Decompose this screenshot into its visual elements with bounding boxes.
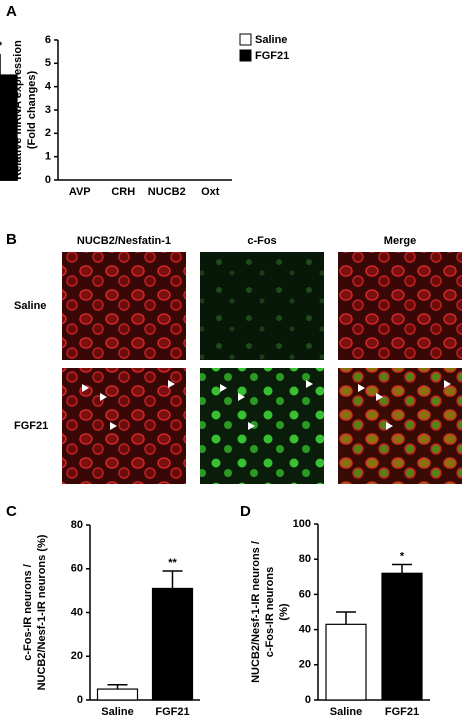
- y-tick-label: 0: [77, 694, 83, 706]
- image-merge-saline: [338, 252, 462, 360]
- row-label: Saline: [14, 300, 46, 312]
- x-tick-label: NUCB2: [148, 186, 186, 198]
- y-tick-label: 40: [299, 624, 311, 636]
- x-tick-label: Saline: [101, 706, 133, 718]
- y-tick-label: 60: [71, 563, 83, 575]
- y-tick-label: 40: [71, 606, 83, 618]
- panel-label: B: [6, 231, 17, 248]
- bar: [325, 623, 367, 701]
- annotation: *: [400, 550, 405, 562]
- annotation: **: [168, 557, 177, 569]
- panel-label: C: [6, 503, 17, 520]
- y-tick-label: 100: [293, 518, 311, 530]
- x-tick-label: Saline: [330, 706, 362, 718]
- y-axis-label: NUCB2/Nesf-1-IR neurons /: [250, 541, 262, 683]
- annotation: *: [0, 40, 3, 52]
- y-axis-label: c-Fos-IR neurons: [264, 567, 276, 657]
- column-label: NUCB2/Nesfatin-1: [77, 235, 171, 247]
- y-tick-label: 20: [71, 650, 83, 662]
- x-tick-label: AVP: [69, 186, 91, 198]
- panel-label: D: [240, 503, 251, 520]
- image-cfos-saline: [200, 252, 324, 360]
- y-tick-label: 80: [71, 519, 83, 531]
- y-tick-label: 4: [45, 81, 52, 93]
- y-tick-label: 0: [305, 694, 311, 706]
- y-tick-label: 0: [45, 174, 51, 186]
- bar: [96, 688, 139, 701]
- arrowheads: [82, 380, 451, 430]
- y-tick-label: 2: [45, 127, 51, 139]
- y-tick-label: 1: [45, 151, 51, 163]
- legend-swatch: [239, 49, 252, 62]
- bar: [381, 572, 423, 701]
- bar: [151, 587, 194, 701]
- column-label: Merge: [384, 235, 416, 247]
- x-tick-label: FGF21: [155, 706, 189, 718]
- image-nucb2-fgf21: [62, 368, 186, 484]
- bar: [0, 156, 18, 181]
- legend-swatch: [239, 33, 252, 46]
- y-axis-label: c-Fos-IR neurons /: [22, 564, 34, 661]
- y-tick-label: 3: [45, 104, 51, 116]
- x-tick-label: Oxt: [201, 186, 220, 198]
- image-cfos-fgf21: [200, 368, 324, 484]
- y-axis-label: (Fold changes): [26, 71, 38, 150]
- y-tick-label: 5: [45, 57, 51, 69]
- image-nucb2-saline: [62, 252, 186, 360]
- panel-label: A: [6, 3, 17, 20]
- legend-label: FGF21: [255, 50, 289, 62]
- y-tick-label: 60: [299, 588, 311, 600]
- y-tick-label: 6: [45, 34, 51, 46]
- x-tick-label: FGF21: [385, 706, 419, 718]
- x-tick-label: CRH: [111, 186, 135, 198]
- y-axis-label: NUCB2/Nesf-1-IR neurons (%): [36, 534, 48, 690]
- row-label: FGF21: [14, 420, 48, 432]
- legend-label: Saline: [255, 34, 287, 46]
- image-merge-fgf21: [338, 368, 462, 484]
- y-tick-label: 80: [299, 553, 311, 565]
- y-axis-label: (%): [278, 603, 290, 620]
- y-tick-label: 20: [299, 659, 311, 671]
- column-label: c-Fos: [247, 235, 276, 247]
